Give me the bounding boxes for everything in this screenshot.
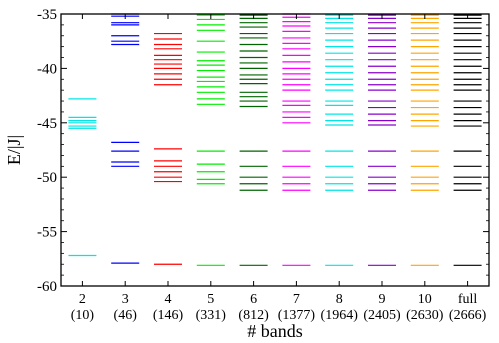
series-9 (368, 14, 396, 266)
series-2 (68, 98, 97, 257)
x-category-sublabel: (46) (114, 308, 138, 323)
x-category-sublabel: (1964) (321, 308, 359, 323)
x-category-sublabel: (812) (238, 308, 269, 323)
series-3 (111, 13, 140, 264)
x-category-label: 6 (250, 292, 257, 307)
x-category-sublabel: (10) (71, 308, 95, 323)
series-8 (325, 14, 354, 266)
series-4 (154, 32, 182, 265)
series-10 (410, 14, 439, 266)
x-axis-title: # bands (247, 321, 303, 341)
y-tick-label: -55 (37, 225, 57, 241)
x-category-label: 5 (207, 292, 214, 307)
x-category-sublabel: (2630) (406, 308, 444, 323)
x-category-label: full (458, 292, 478, 307)
y-tick-label: -35 (37, 7, 57, 23)
x-category-label: 10 (418, 292, 432, 307)
x-category-label: 7 (293, 292, 300, 307)
y-tick-label: -40 (37, 61, 57, 77)
series-6 (239, 14, 268, 266)
x-category-label: 4 (165, 292, 172, 307)
x-category-label: 8 (336, 292, 343, 307)
y-axis-title: E/|J| (4, 135, 24, 165)
x-category-sublabel: (1377) (278, 308, 316, 323)
y-tick-label: -50 (37, 170, 57, 186)
x-category-sublabel: (331) (196, 308, 227, 323)
x-category-label: 9 (379, 292, 386, 307)
series-5 (196, 14, 225, 266)
x-category-sublabel: (146) (153, 308, 184, 323)
series-full (453, 14, 482, 266)
x-axis: 2(10) 3(46) 4(146) 5(331) 6(812) 7(1377) 8(196… (71, 14, 487, 323)
x-category-label: 3 (122, 292, 129, 307)
y-tick-label: -45 (37, 116, 57, 132)
plot-frame (60, 13, 490, 287)
plot-marks (68, 13, 482, 266)
x-category-label: 2 (79, 292, 86, 307)
x-category-sublabel: (2666) (449, 308, 487, 323)
series-7 (282, 13, 311, 266)
y-tick-label: -60 (37, 279, 57, 295)
y-axis: -35 -40 -45 -50 -55 -60 (37, 7, 489, 295)
x-category-sublabel: (2405) (363, 308, 401, 323)
